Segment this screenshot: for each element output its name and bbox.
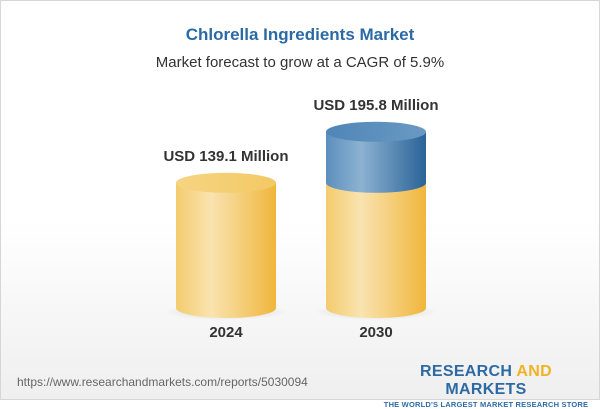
category-label: 2024 <box>209 324 243 341</box>
cylinder-growth-body <box>326 131 426 193</box>
cylinder-base-body <box>326 182 426 318</box>
cylinder-growth-top <box>326 121 426 142</box>
source-url[interactable]: https://www.researchandmarkets.com/repor… <box>17 375 308 389</box>
chart-title: Chlorella Ingredients Market <box>185 25 415 44</box>
cylinder-chart: USD 139.1 Million 2024 USD 195.8 Million 20… <box>163 97 438 341</box>
data-label: USD 195.8 Million <box>313 97 438 114</box>
cylinder-base-top <box>176 172 276 193</box>
research-and-markets-logo: RESEARCH AND MARKETS THE WORLD'S LARGEST… <box>383 363 589 409</box>
category-label: 2030 <box>359 324 392 341</box>
chart-subtitle: Market forecast to grow at a CAGR of 5.9… <box>155 54 445 71</box>
data-label: USD 139.1 Million <box>163 148 288 165</box>
cylinder-base-body <box>176 182 276 318</box>
